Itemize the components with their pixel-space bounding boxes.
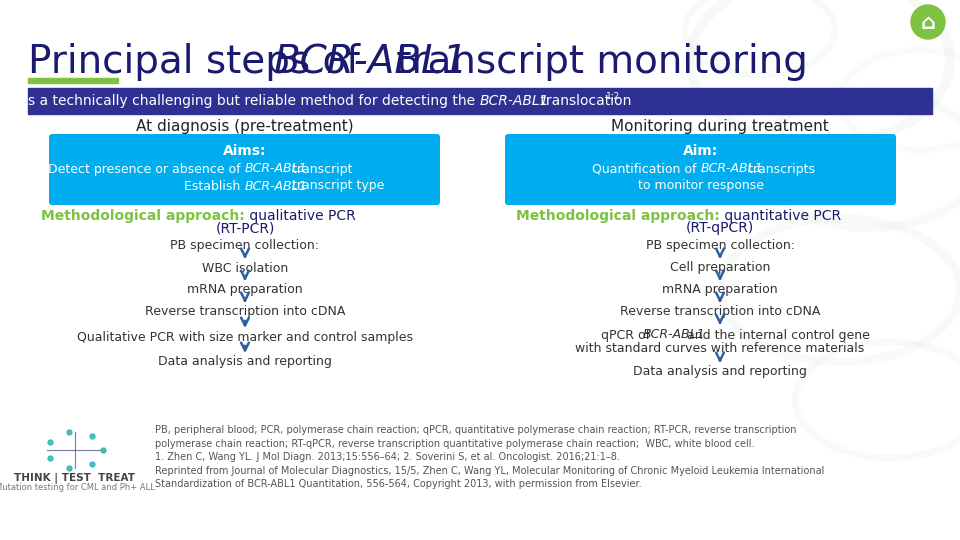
Text: Monitoring during treatment: Monitoring during treatment [612, 118, 828, 133]
Text: Establish: Establish [184, 179, 245, 192]
Text: PB specimen collection:: PB specimen collection: [171, 240, 320, 253]
Text: transcript type: transcript type [289, 179, 385, 192]
Text: qPCR of: qPCR of [601, 328, 655, 341]
Text: Reverse transcription into cDNA: Reverse transcription into cDNA [620, 306, 820, 319]
Text: PB specimen collection:: PB specimen collection: [645, 240, 795, 253]
Text: BCR-ABL1: BCR-ABL1 [245, 163, 307, 176]
Text: BCR-ABL1: BCR-ABL1 [643, 328, 706, 341]
Bar [28, 78, 118, 83]
Text: Aims:: Aims: [223, 144, 266, 158]
Text: BCR-ABL1: BCR-ABL1 [701, 163, 763, 176]
Text: Quantification of: Quantification of [592, 163, 701, 176]
Text: Data analysis and reporting: Data analysis and reporting [633, 366, 807, 379]
Text: Cell preparation: Cell preparation [670, 261, 770, 274]
Text: PCR is a technically challenging but reliable method for detecting the: PCR is a technically challenging but rel… [0, 94, 480, 108]
Text: transcript monitoring: transcript monitoring [384, 43, 808, 81]
FancyBboxPatch shape [49, 134, 440, 205]
Text: qualitative PCR: qualitative PCR [245, 209, 356, 223]
Text: to monitor response: to monitor response [637, 179, 763, 192]
Text: Aim:: Aim: [683, 144, 718, 158]
FancyBboxPatch shape [505, 134, 896, 205]
Text: with standard curves with reference materials: with standard curves with reference mate… [575, 342, 865, 355]
Text: Detect presence or absence of: Detect presence or absence of [48, 163, 245, 176]
Text: quantitative PCR: quantitative PCR [720, 209, 841, 223]
Text: Methodological approach:: Methodological approach: [516, 209, 720, 223]
Text: Reverse transcription into cDNA: Reverse transcription into cDNA [145, 306, 346, 319]
Text: mRNA preparation: mRNA preparation [187, 284, 302, 296]
Text: Mutation testing for CML and Ph+ ALL: Mutation testing for CML and Ph+ ALL [0, 483, 155, 492]
Text: and the internal control gene: and the internal control gene [683, 328, 870, 341]
Text: (RT-qPCR): (RT-qPCR) [685, 221, 755, 235]
Text: PB, peripheral blood; PCR, polymerase chain reaction; qPCR, quantitative polymer: PB, peripheral blood; PCR, polymerase ch… [155, 425, 825, 489]
Text: ⌂: ⌂ [921, 13, 935, 33]
Text: translocation: translocation [536, 94, 632, 108]
Text: Methodological approach:: Methodological approach: [41, 209, 245, 223]
Text: BCR-ABL1: BCR-ABL1 [480, 94, 549, 108]
Text: BCR-ABL1: BCR-ABL1 [245, 179, 307, 192]
Text: Qualitative PCR with size marker and control samples: Qualitative PCR with size marker and con… [77, 330, 413, 343]
Text: transcript: transcript [289, 163, 353, 176]
Text: transcripts: transcripts [745, 163, 815, 176]
Circle shape [911, 5, 945, 39]
Text: (RT-PCR): (RT-PCR) [215, 221, 275, 235]
Text: 1,2: 1,2 [606, 92, 620, 102]
Text: BCR-ABL1: BCR-ABL1 [274, 43, 468, 81]
Text: Data analysis and reporting: Data analysis and reporting [158, 355, 332, 368]
Text: mRNA preparation: mRNA preparation [662, 284, 778, 296]
Text: At diagnosis (pre-treatment): At diagnosis (pre-treatment) [136, 118, 354, 133]
Text: WBC isolation: WBC isolation [202, 261, 288, 274]
Text: THINK | TEST  TREAT: THINK | TEST TREAT [14, 472, 135, 483]
Bar [28, 88, 932, 114]
Text: Principal steps of: Principal steps of [28, 43, 372, 81]
